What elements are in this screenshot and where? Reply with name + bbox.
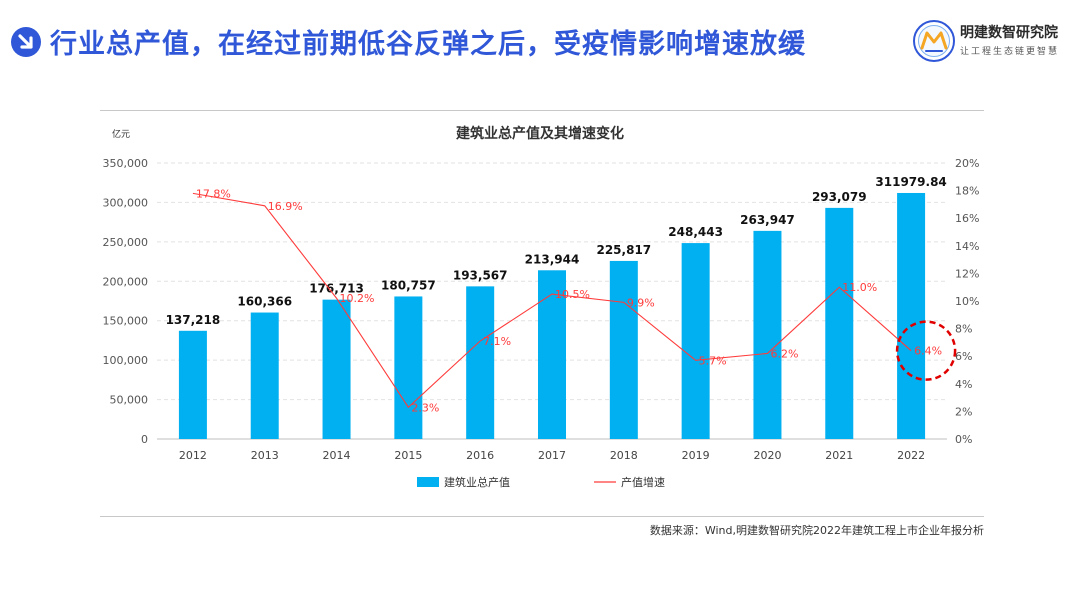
bar xyxy=(466,286,495,439)
left-axis-tick-label: 250,000 xyxy=(103,236,149,249)
x-axis: 2012 2013 2014 2015 2016 2017 2018 2019 2020 2021… xyxy=(179,449,925,462)
x-axis-tick-label: 2013 xyxy=(251,449,279,462)
left-axis-tick-label: 0 xyxy=(141,433,148,446)
top-divider xyxy=(100,110,984,111)
bar xyxy=(250,312,279,439)
growth-line xyxy=(192,192,912,409)
line-value-label: 10.2% xyxy=(340,292,375,305)
highlight-layer xyxy=(895,320,957,381)
x-axis-tick-label: 2014 xyxy=(323,449,351,462)
chart-title: 建筑业总产值及其增速变化 xyxy=(456,125,624,142)
bar-value-label: 193,567 xyxy=(453,268,508,282)
bar xyxy=(897,192,926,439)
right-axis-tick-label: 20% xyxy=(955,157,979,170)
line-value-labels: 17.8% 16.9% 10.2% 2.3% 7.1% 10.5% 9.9% 5.7% 6.2%… xyxy=(196,187,942,414)
right-axis-tick-label: 16% xyxy=(955,212,979,225)
bar-value-label: 137,218 xyxy=(166,313,221,327)
legend-bar-swatch xyxy=(417,477,439,487)
left-axis: 0 50,000 100,000 150,000 200,000 250,000 300,0… xyxy=(103,157,149,446)
line-value-label: 6.4% xyxy=(914,345,942,358)
left-axis-unit: 亿元 xyxy=(112,128,130,140)
line-value-label: 11.0% xyxy=(842,281,877,294)
line-value-label: 6.2% xyxy=(770,347,798,360)
bar-value-label: 213,944 xyxy=(525,252,580,266)
line-value-label: 16.9% xyxy=(268,200,303,213)
right-axis: 0% 2% 4% 6% 8% 10% 12% 14% 16% 18% 20% xyxy=(955,157,979,446)
bar-value-label: 176,713 xyxy=(309,282,364,296)
brand-name: 明建数智研究院 xyxy=(960,25,1058,41)
right-axis-tick-label: 4% xyxy=(955,378,972,391)
x-axis-tick-label: 2022 xyxy=(897,449,925,462)
line-series xyxy=(192,192,912,409)
bar-series xyxy=(178,192,926,439)
line-value-label: 7.1% xyxy=(483,335,511,348)
x-axis-tick-label: 2019 xyxy=(682,449,710,462)
right-axis-tick-label: 0% xyxy=(955,433,972,446)
right-axis-tick-label: 8% xyxy=(955,323,972,336)
legend-bar-label: 建筑业总产值 xyxy=(444,475,510,489)
x-axis-tick-label: 2021 xyxy=(825,449,853,462)
bar-value-label: 293,079 xyxy=(812,190,867,204)
bar xyxy=(538,270,566,439)
highlight-circle xyxy=(895,320,957,381)
bar-value-labels: 137,218 160,366 176,713 180,757 193,567 213,9… xyxy=(166,175,947,327)
data-source-note: 数据来源：Wind,明建数智研究院2022年建筑工程上市企业年报分析 xyxy=(649,524,984,537)
brand-slogan: 让工程生态链更智慧 xyxy=(960,47,1060,57)
right-axis-tick-label: 10% xyxy=(955,295,979,308)
bar xyxy=(609,260,638,439)
bar xyxy=(681,243,710,439)
bar xyxy=(178,330,207,439)
left-axis-tick-label: 150,000 xyxy=(103,315,149,328)
left-axis-tick-label: 100,000 xyxy=(103,354,149,367)
combo-chart: 建筑业总产值及其增速变化 亿元 0 50,000 100,000 150,000 200… xyxy=(103,125,980,489)
x-axis-tick-label: 2020 xyxy=(753,449,781,462)
bar-value-label: 263,947 xyxy=(740,213,795,227)
bottom-divider xyxy=(100,516,984,517)
line-value-label: 17.8% xyxy=(196,187,231,200)
x-axis-tick-label: 2017 xyxy=(538,449,566,462)
bar-value-label: 311979.84 xyxy=(875,175,946,189)
bar xyxy=(394,296,423,439)
left-axis-tick-label: 200,000 xyxy=(103,275,149,288)
bar-value-label: 180,757 xyxy=(381,278,436,292)
right-axis-tick-label: 18% xyxy=(955,185,979,198)
page-title: 行业总产值，在经过前期低谷反弹之后，受疫情影响增速放缓 xyxy=(50,29,806,60)
left-axis-tick-label: 350,000 xyxy=(103,157,149,170)
x-axis-tick-label: 2018 xyxy=(610,449,638,462)
right-axis-tick-label: 12% xyxy=(955,267,979,280)
bar xyxy=(753,230,782,439)
right-axis-tick-label: 6% xyxy=(955,350,972,363)
bar xyxy=(825,207,854,439)
left-axis-tick-label: 300,000 xyxy=(103,196,149,209)
legend-line-label: 产值增速 xyxy=(621,475,665,489)
right-axis-tick-label: 2% xyxy=(955,405,972,418)
x-axis-tick-label: 2016 xyxy=(466,449,494,462)
line-value-label: 5.7% xyxy=(699,354,727,367)
left-axis-tick-label: 50,000 xyxy=(110,394,149,407)
slide-header: 行业总产值，在经过前期低谷反弹之后，受疫情影响增速放缓 明建数智研究院 让工程生… xyxy=(0,0,1080,80)
line-value-label: 9.9% xyxy=(627,296,655,309)
chart-legend: 建筑业总产值 产值增速 xyxy=(417,475,665,489)
line-value-label: 10.5% xyxy=(555,288,590,301)
x-axis-tick-label: 2012 xyxy=(179,449,207,462)
bar-value-label: 225,817 xyxy=(596,243,651,257)
line-value-label: 2.3% xyxy=(411,401,439,414)
bar-value-label: 248,443 xyxy=(668,225,723,239)
brand: 明建数智研究院 让工程生态链更智慧 xyxy=(913,18,1075,64)
arrow-down-right-icon xyxy=(11,27,41,57)
bar-value-label: 160,366 xyxy=(237,295,292,309)
right-axis-tick-label: 14% xyxy=(955,240,979,253)
bar xyxy=(322,299,351,439)
x-axis-tick-label: 2015 xyxy=(394,449,422,462)
brand-logo-icon xyxy=(913,20,955,62)
